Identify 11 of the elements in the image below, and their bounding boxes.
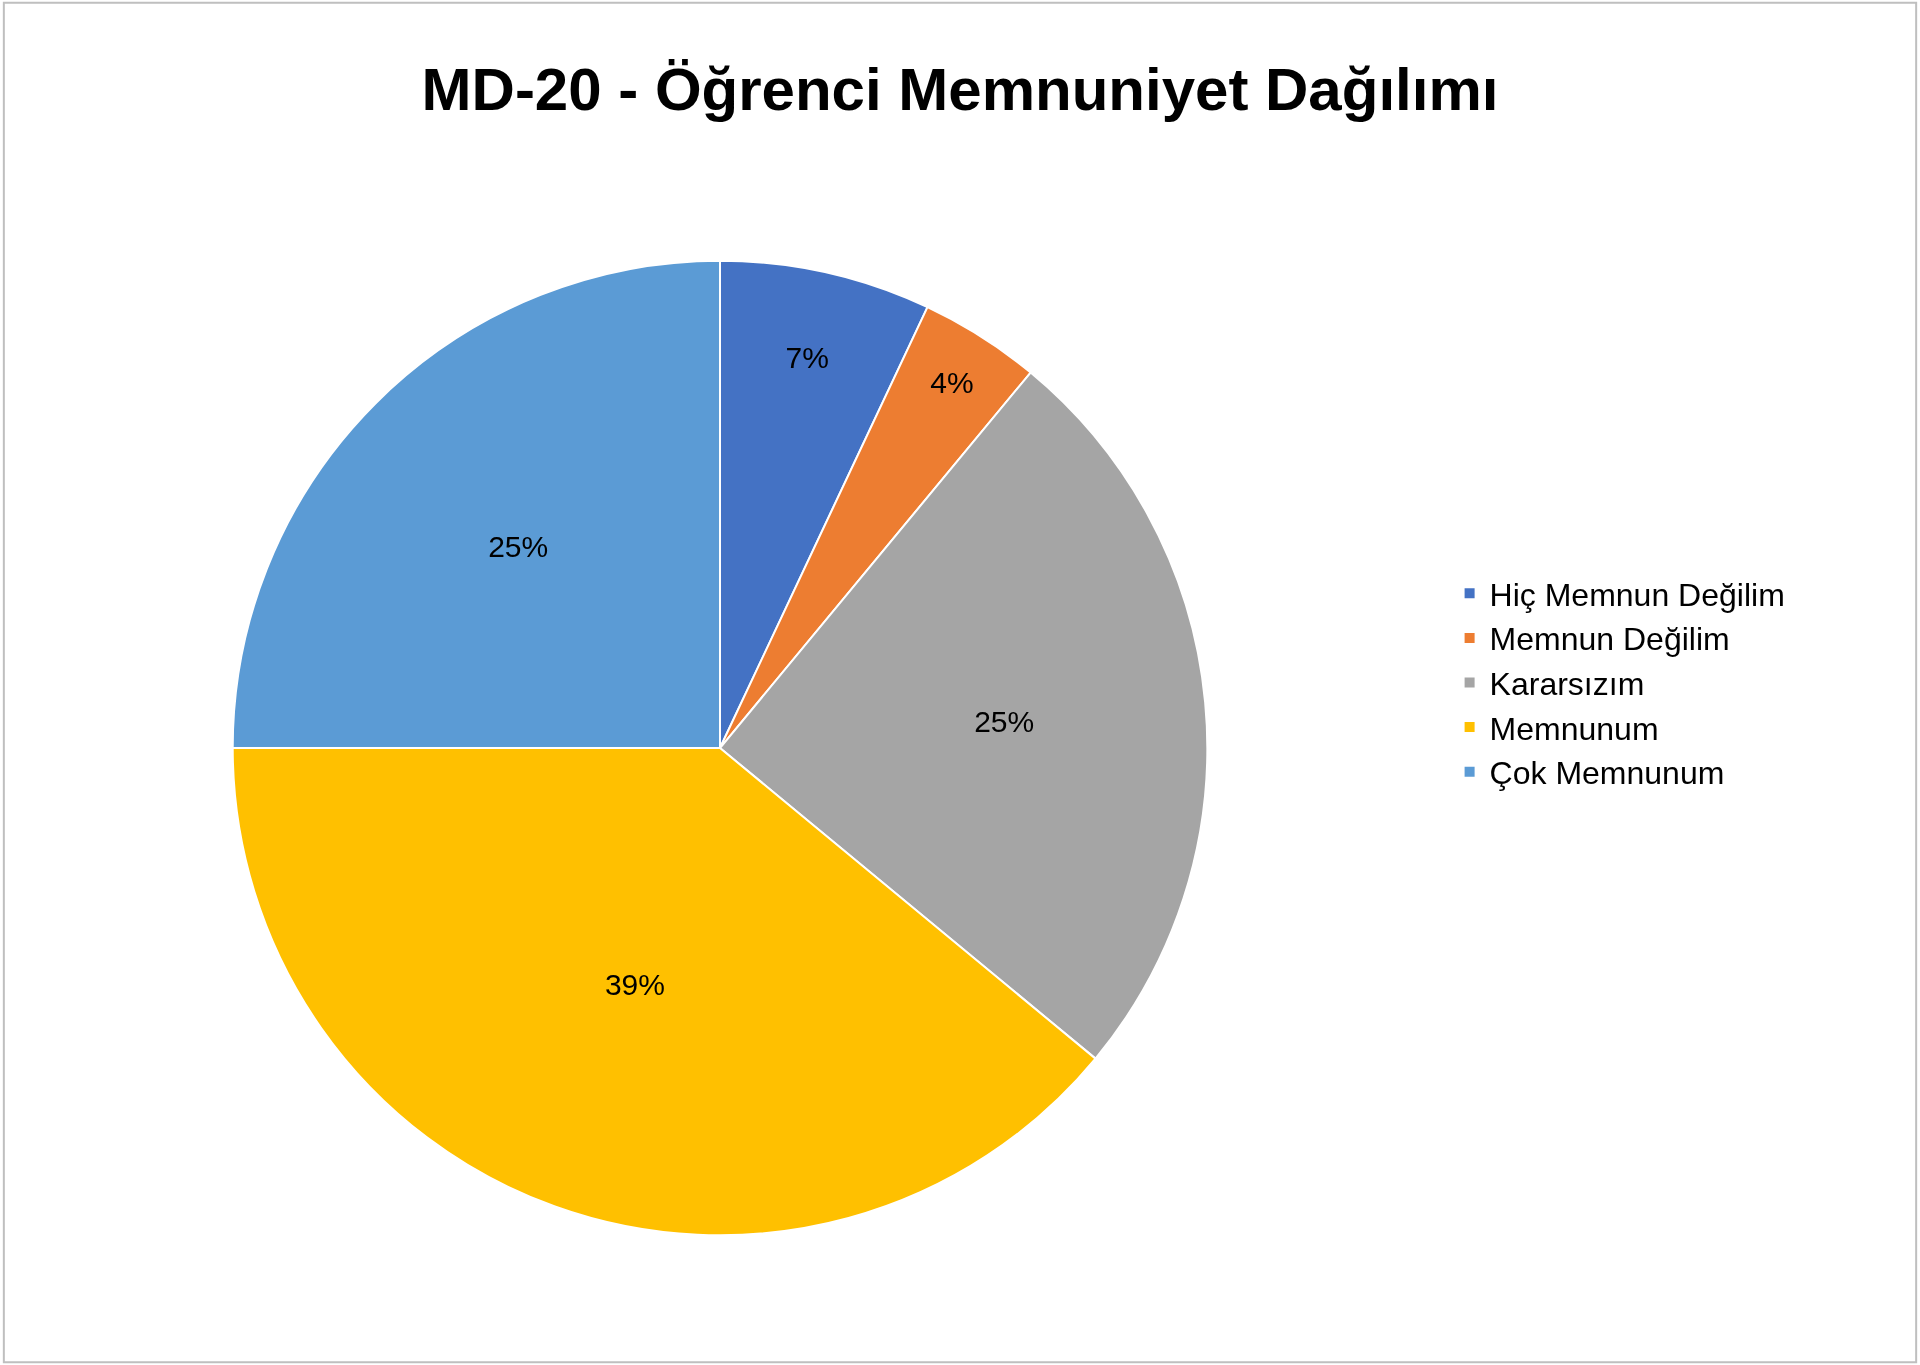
- legend-label: Çok Memnunum: [1489, 755, 1725, 792]
- data-label: 7%: [785, 341, 829, 375]
- chart-title: MD-20 - Öğrenci Memnuniyet Dağılımı: [421, 55, 1499, 123]
- data-label: 25%: [974, 704, 1035, 738]
- legend-label: Kararsızım: [1489, 665, 1645, 702]
- legend-label: Hiç Memnun Değilim: [1489, 576, 1785, 613]
- data-label: 39%: [604, 967, 665, 1001]
- data-label: 4%: [930, 365, 974, 399]
- data-label: 25%: [488, 529, 549, 563]
- legend-label: Memnunum: [1489, 710, 1659, 747]
- legend-label: Memnun Değilim: [1489, 621, 1730, 658]
